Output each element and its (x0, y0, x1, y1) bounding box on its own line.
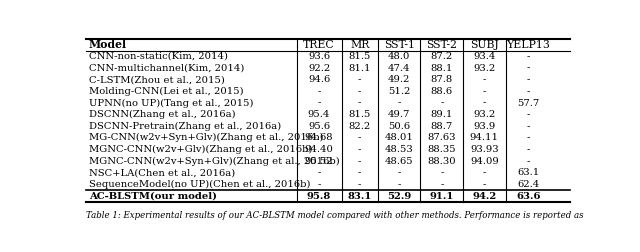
Text: AC-BLSTM(our model): AC-BLSTM(our model) (89, 192, 217, 201)
Text: -: - (358, 99, 362, 108)
Text: 87.2: 87.2 (431, 52, 453, 61)
Text: SST-1: SST-1 (383, 40, 415, 50)
Text: -: - (358, 157, 362, 166)
Text: 94.6: 94.6 (308, 75, 330, 84)
Text: 48.01: 48.01 (385, 133, 413, 142)
Text: C-LSTM(Zhou et al., 2015): C-LSTM(Zhou et al., 2015) (89, 75, 225, 84)
Text: DSCNN-Pretrain(Zhang et al., 2016a): DSCNN-Pretrain(Zhang et al., 2016a) (89, 122, 281, 131)
Text: -: - (397, 99, 401, 108)
Text: 91.1: 91.1 (429, 192, 454, 201)
Text: -: - (358, 168, 362, 177)
Text: YELP13: YELP13 (506, 40, 550, 50)
Text: SUBJ: SUBJ (470, 40, 499, 50)
Text: 62.4: 62.4 (517, 180, 540, 189)
Text: Molding-CNN(Lei et al., 2015): Molding-CNN(Lei et al., 2015) (89, 87, 244, 96)
Text: -: - (397, 168, 401, 177)
Text: DSCNN(Zhang et al., 2016a): DSCNN(Zhang et al., 2016a) (89, 110, 236, 119)
Text: 93.2: 93.2 (473, 110, 495, 119)
Text: -: - (527, 110, 530, 119)
Text: 82.2: 82.2 (349, 122, 371, 131)
Text: 95.6: 95.6 (308, 122, 330, 131)
Text: CNN-multichannel(Kim, 2014): CNN-multichannel(Kim, 2014) (89, 64, 244, 73)
Text: -: - (527, 64, 530, 73)
Text: 52.9: 52.9 (387, 192, 412, 201)
Text: 63.1: 63.1 (517, 168, 540, 177)
Text: -: - (527, 87, 530, 96)
Text: 48.53: 48.53 (385, 145, 413, 154)
Text: 49.7: 49.7 (388, 110, 410, 119)
Text: 49.2: 49.2 (388, 75, 410, 84)
Text: Model: Model (89, 39, 127, 50)
Text: 93.4: 93.4 (473, 52, 495, 61)
Text: -: - (440, 99, 444, 108)
Text: SequenceModel(no UP)(Chen et al., 2016b): SequenceModel(no UP)(Chen et al., 2016b) (89, 180, 310, 189)
Text: 88.1: 88.1 (431, 64, 453, 73)
Text: -: - (358, 145, 362, 154)
Text: SST-2: SST-2 (426, 40, 457, 50)
Text: -: - (358, 180, 362, 189)
Text: UPNN(no UP)(Tang et al., 2015): UPNN(no UP)(Tang et al., 2015) (89, 99, 253, 108)
Text: 95.8: 95.8 (307, 192, 331, 201)
Text: 51.2: 51.2 (388, 87, 410, 96)
Text: -: - (358, 75, 362, 84)
Text: 92.2: 92.2 (308, 64, 330, 73)
Text: -: - (483, 75, 486, 84)
Text: 88.35: 88.35 (428, 145, 456, 154)
Text: 89.1: 89.1 (431, 110, 453, 119)
Text: -: - (358, 87, 362, 96)
Text: Table 1: Experimental results of our AC-BLSTM model compared with other methods.: Table 1: Experimental results of our AC-… (86, 211, 584, 220)
Text: -: - (317, 168, 321, 177)
Text: 94.68: 94.68 (305, 133, 333, 142)
Text: 50.6: 50.6 (388, 122, 410, 131)
Text: -: - (317, 180, 321, 189)
Text: 94.40: 94.40 (305, 145, 333, 154)
Text: 87.8: 87.8 (431, 75, 453, 84)
Text: 63.6: 63.6 (516, 192, 540, 201)
Text: 93.9: 93.9 (473, 122, 495, 131)
Text: 87.63: 87.63 (428, 133, 456, 142)
Text: 47.4: 47.4 (388, 64, 410, 73)
Text: -: - (440, 168, 444, 177)
Text: 48.65: 48.65 (385, 157, 413, 166)
Text: NSC+LA(Chen et al., 2016a): NSC+LA(Chen et al., 2016a) (89, 168, 235, 177)
Text: 81.5: 81.5 (349, 110, 371, 119)
Text: -: - (483, 87, 486, 96)
Text: 93.6: 93.6 (308, 52, 330, 61)
Text: 95.4: 95.4 (308, 110, 330, 119)
Text: MGNC-CNN(w2v+Glv)(Zhang et al., 2016b): MGNC-CNN(w2v+Glv)(Zhang et al., 2016b) (89, 145, 312, 154)
Text: 88.6: 88.6 (431, 87, 453, 96)
Text: -: - (440, 180, 444, 189)
Text: 88.7: 88.7 (431, 122, 453, 131)
Text: -: - (483, 180, 486, 189)
Text: 95.52: 95.52 (305, 157, 333, 166)
Text: -: - (527, 157, 530, 166)
Text: MGNC-CNN(w2v+Syn+Glv)(Zhang et al., 2016b): MGNC-CNN(w2v+Syn+Glv)(Zhang et al., 2016… (89, 157, 340, 166)
Text: -: - (527, 145, 530, 154)
Text: -: - (483, 168, 486, 177)
Text: TREC: TREC (303, 40, 335, 50)
Text: -: - (317, 87, 321, 96)
Text: MG-CNN(w2v+Syn+Glv)(Zhang et al., 2016b): MG-CNN(w2v+Syn+Glv)(Zhang et al., 2016b) (89, 133, 323, 142)
Text: -: - (317, 99, 321, 108)
Text: 57.7: 57.7 (517, 99, 540, 108)
Text: -: - (527, 122, 530, 131)
Text: MR: MR (350, 40, 369, 50)
Text: -: - (397, 180, 401, 189)
Text: -: - (527, 52, 530, 61)
Text: 81.1: 81.1 (348, 64, 371, 73)
Text: 94.2: 94.2 (472, 192, 497, 201)
Text: CNN-non-static(Kim, 2014): CNN-non-static(Kim, 2014) (89, 52, 228, 61)
Text: 94.09: 94.09 (470, 157, 499, 166)
Text: 94.11: 94.11 (470, 133, 499, 142)
Text: 81.5: 81.5 (349, 52, 371, 61)
Text: 93.2: 93.2 (473, 64, 495, 73)
Text: 93.93: 93.93 (470, 145, 499, 154)
Text: -: - (483, 99, 486, 108)
Text: -: - (527, 133, 530, 142)
Text: -: - (527, 75, 530, 84)
Text: 88.30: 88.30 (428, 157, 456, 166)
Text: 48.0: 48.0 (388, 52, 410, 61)
Text: -: - (358, 133, 362, 142)
Text: 83.1: 83.1 (348, 192, 372, 201)
